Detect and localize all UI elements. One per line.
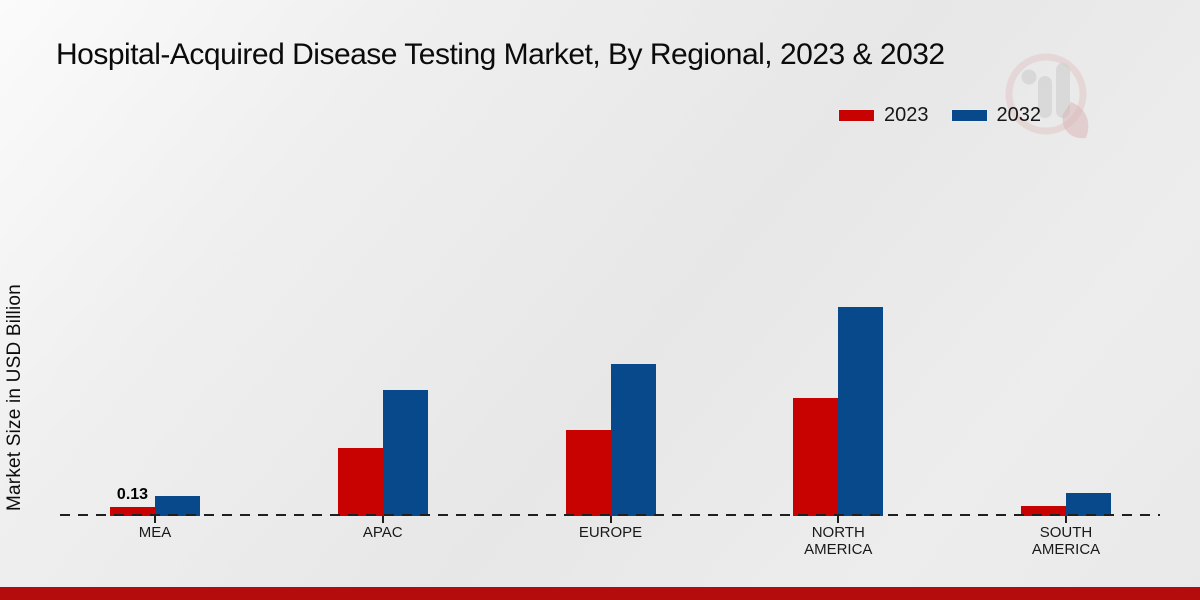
category-label-south-america: SOUTH AMERICA: [1031, 524, 1101, 558]
x-axis-tick-south-america: [1065, 516, 1067, 523]
legend: 2023 2032: [838, 104, 1041, 127]
category-label-europe: EUROPE: [578, 524, 643, 541]
bar-2032-north-america: [838, 306, 884, 516]
x-axis-tick-mea: [154, 516, 156, 523]
bar-2023-europe: [565, 430, 611, 516]
legend-swatch-2032: [950, 109, 988, 122]
bar-value-label-2023-mea: 0.13: [116, 485, 149, 503]
category-label-mea: MEA: [138, 524, 172, 541]
bar-2032-apac: [382, 389, 428, 516]
bar-2032-south-america: [1066, 493, 1111, 516]
bar-2032-europe: [610, 364, 656, 516]
footer-accent-bar: [0, 587, 1200, 600]
bar-2023-south-america: [1021, 506, 1066, 516]
legend-label-2023: 2023: [884, 104, 929, 126]
category-label-north-america: NORTH AMERICA: [804, 524, 873, 558]
bar-2023-mea: [110, 506, 155, 516]
bar-2032-mea: [155, 495, 200, 516]
legend-label-2032: 2032: [996, 104, 1042, 126]
x-axis-tick-europe: [609, 516, 612, 523]
bar-2023-north-america: [793, 397, 839, 516]
bar-2023-apac: [337, 447, 383, 516]
x-axis-tick-apac: [381, 516, 384, 523]
legend-item-2032: 2032: [950, 104, 1042, 127]
chart-title: Hospital-Acquired Disease Testing Market…: [56, 38, 945, 71]
x-axis-tick-north-america: [837, 516, 840, 523]
category-label-apac: APAC: [362, 524, 403, 541]
market-research-future-logo-icon: [1000, 50, 1100, 155]
legend-item-2023: 2023: [838, 104, 929, 127]
x-axis-line: [60, 514, 1160, 516]
legend-swatch-2023: [838, 109, 875, 122]
